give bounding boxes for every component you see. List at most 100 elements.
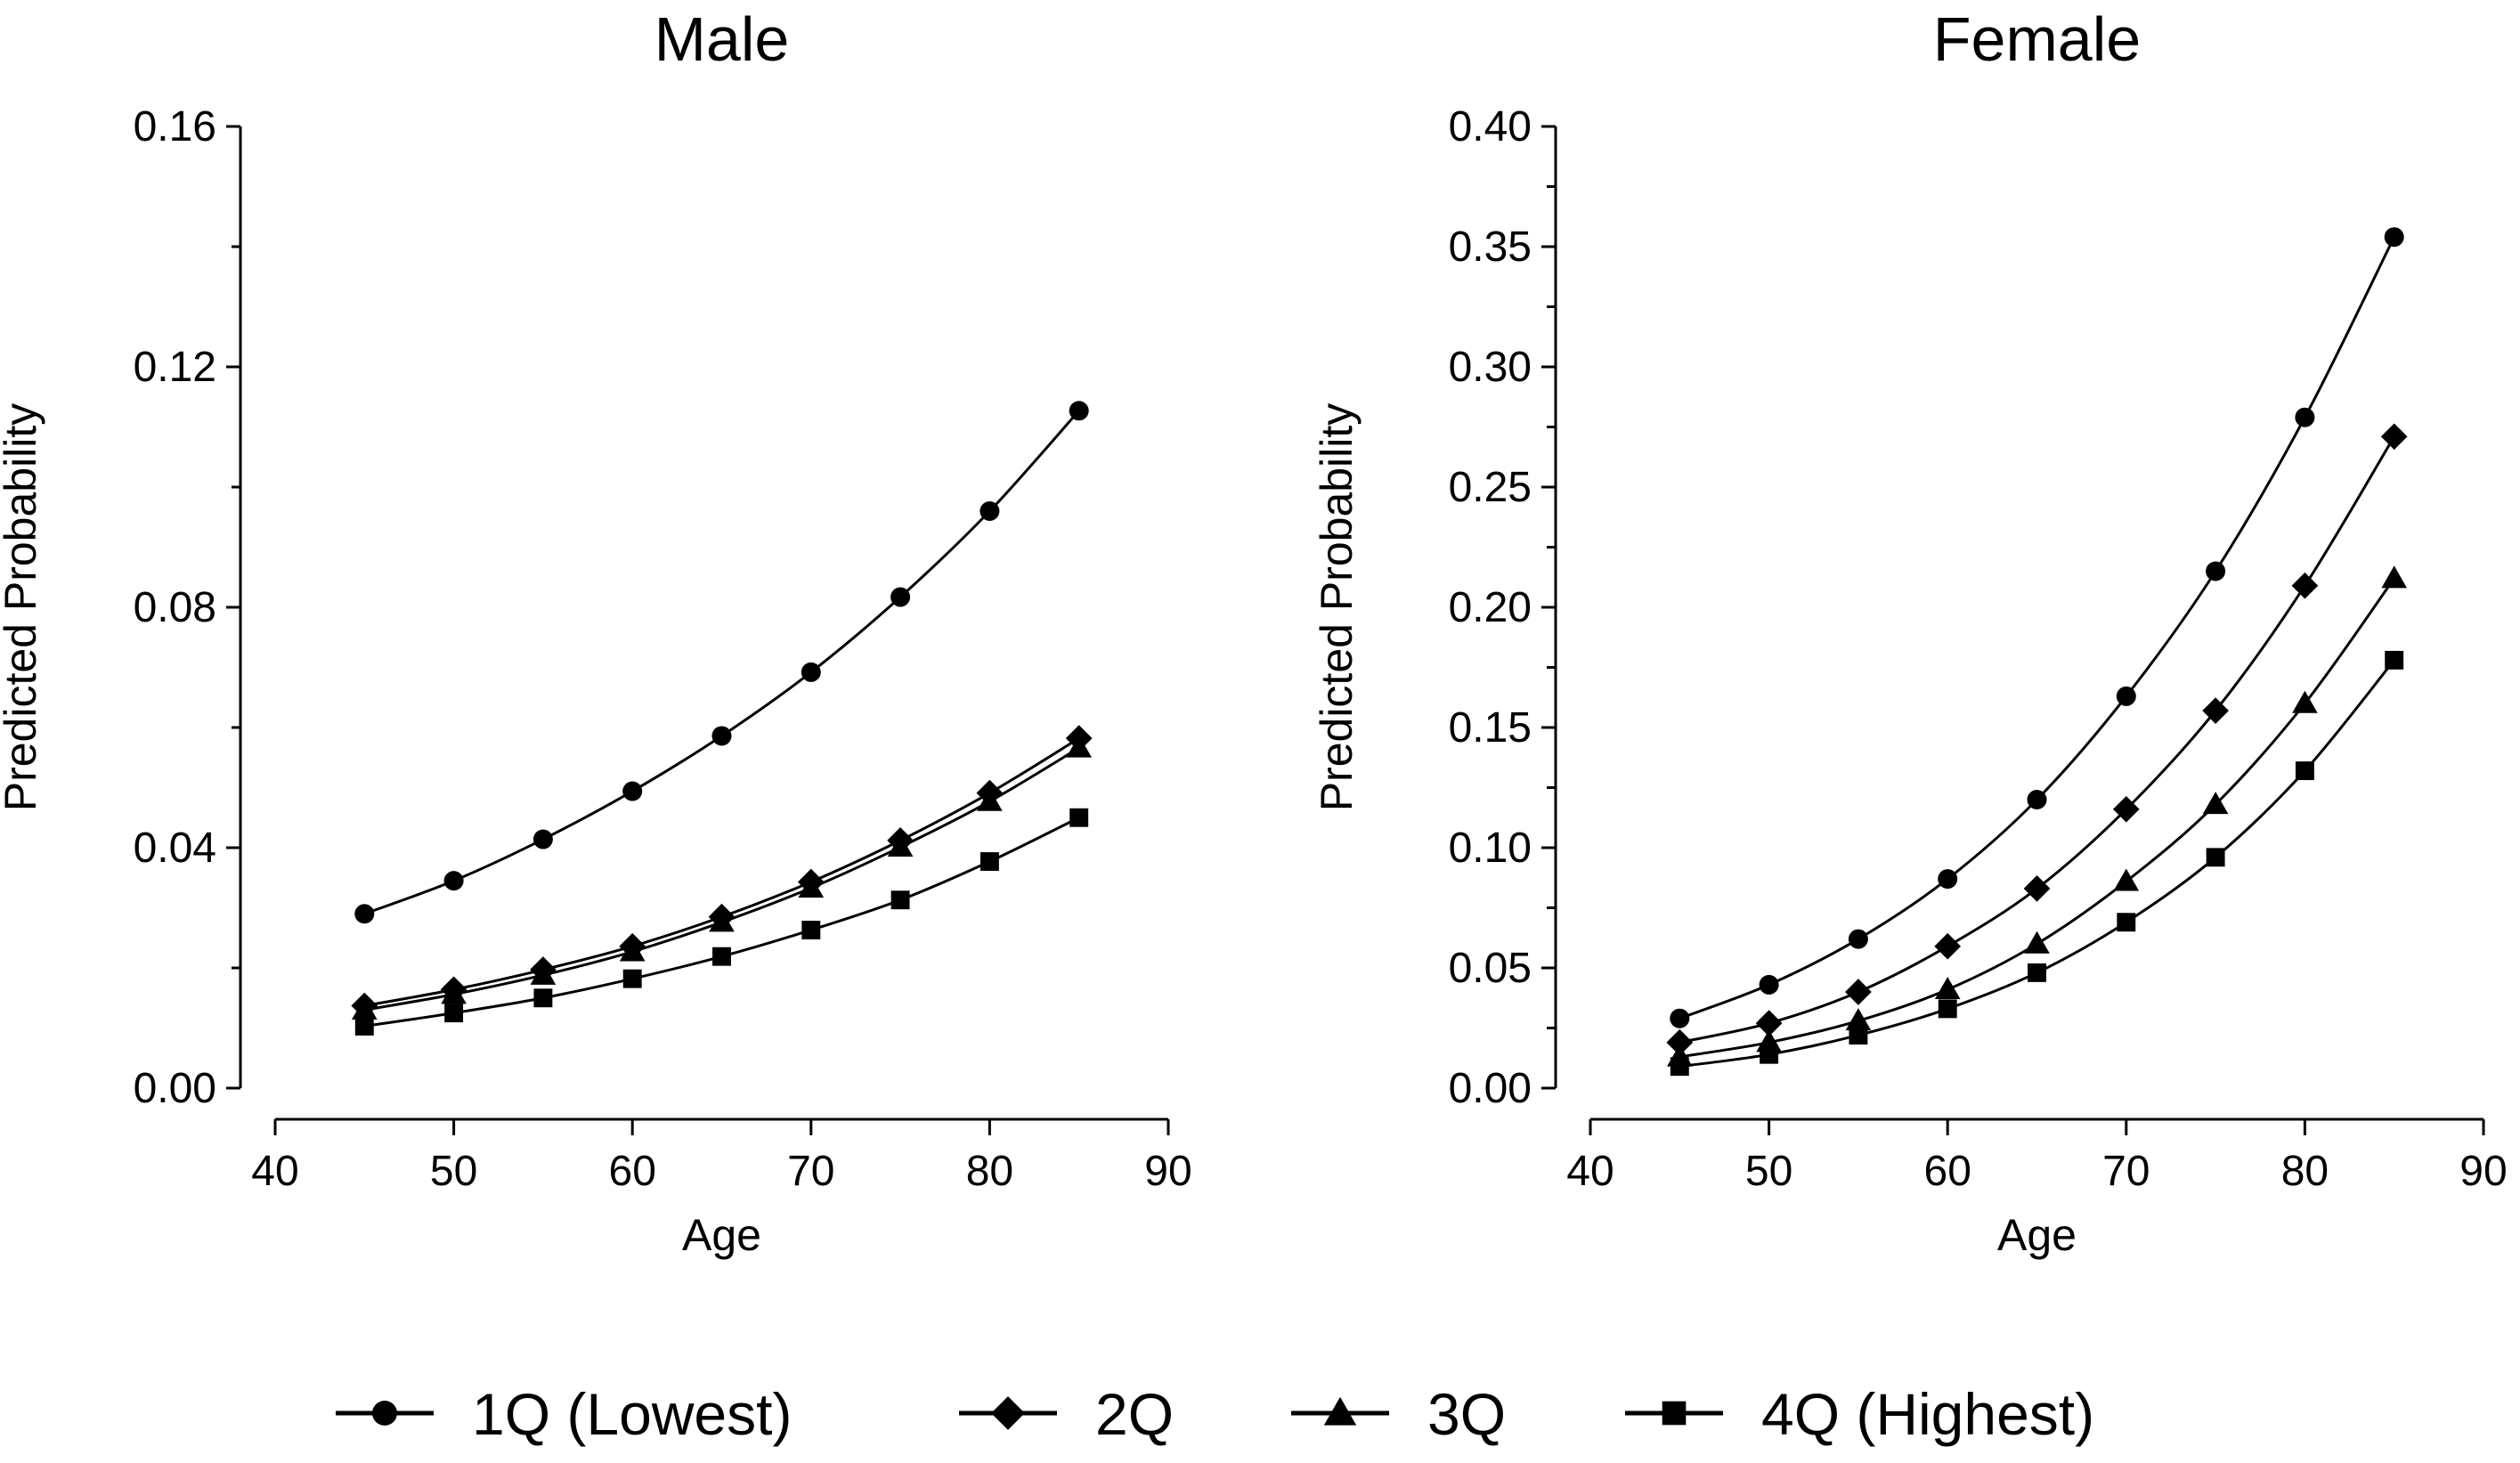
legend-label-4q-highest: 4Q (Highest)	[1761, 1381, 2094, 1447]
female-point-4q-highest	[1938, 999, 1957, 1019]
female-series-line-1q-lowest	[1679, 236, 2396, 1020]
female-point-2q	[2380, 423, 2408, 451]
female-y-tick-label: 0.15	[1449, 704, 1532, 752]
male-point-4q-highest	[354, 1017, 374, 1036]
male-point-1q-lowest	[622, 781, 643, 801]
female-series-line-2q	[1679, 435, 2395, 1044]
male-point-4q-highest	[712, 947, 731, 966]
male-point-3q	[1066, 735, 1092, 758]
male-point-1q-lowest	[801, 662, 821, 682]
male-y-tick-label: 0.16	[134, 103, 216, 150]
female-x-tick-label: 80	[2281, 1148, 2329, 1195]
legend-label-1q-lowest: 1Q (Lowest)	[472, 1381, 792, 1447]
male-point-1q-lowest	[980, 501, 1000, 521]
female-point-1q-lowest	[1848, 929, 1868, 949]
male-panel: Male 0.00 0.04 0.08 0.12 0.16 Predicted Probab…	[0, 4, 1192, 1260]
female-series-line-3q	[1679, 577, 2395, 1059]
male-point-3q	[709, 909, 735, 932]
male-y-tick-label: 0.12	[134, 344, 216, 391]
female-point-1q-lowest	[2116, 686, 2136, 706]
female-x-tick-label: 60	[1924, 1148, 1971, 1195]
male-point-4q-highest	[533, 988, 553, 1008]
legend-label-3q: 3Q	[1427, 1381, 1506, 1447]
female-point-4q-highest	[2385, 650, 2404, 670]
female-point-3q	[2292, 690, 2318, 713]
male-x-tick-label: 60	[609, 1148, 656, 1195]
male-point-4q-highest	[444, 1004, 464, 1023]
female-chart-title: Female	[1933, 4, 2141, 74]
male-point-3q	[887, 834, 914, 857]
female-y-tick-label: 0.20	[1449, 584, 1532, 631]
female-point-1q-lowest	[2384, 227, 2404, 248]
male-point-4q-highest	[622, 969, 642, 988]
female-point-1q-lowest	[2206, 561, 2226, 581]
female-x-tick-label: 40	[1566, 1148, 1614, 1195]
female-y-tick-label: 0.30	[1449, 344, 1532, 391]
female-point-4q-highest	[2028, 963, 2046, 982]
male-chart-title: Male	[654, 4, 790, 74]
female-point-3q	[1845, 1008, 1872, 1031]
female-point-1q-lowest	[1938, 869, 1958, 890]
male-x-tick-label: 50	[430, 1148, 477, 1195]
female-point-3q	[1934, 977, 1961, 1000]
female-point-1q-lowest	[2027, 790, 2047, 809]
female-point-1q-lowest	[2295, 407, 2315, 427]
male-series-line-1q-lowest	[363, 410, 1080, 915]
legend-marker-2q	[991, 1396, 1025, 1430]
female-point-2q	[1755, 1010, 1783, 1036]
male-point-3q	[441, 981, 467, 1004]
male-y-tick-label: 0.08	[134, 584, 216, 631]
legend-label-2q: 2Q	[1095, 1381, 1174, 1447]
female-point-3q	[2024, 931, 2050, 954]
female-y-tick-label: 0.00	[1449, 1065, 1532, 1112]
legend-marker-4q-highest	[1662, 1401, 1687, 1426]
female-point-4q-highest	[1760, 1044, 1779, 1064]
male-point-1q-lowest	[443, 871, 464, 891]
female-point-4q-highest	[2117, 913, 2136, 932]
female-point-2q	[1845, 979, 1872, 1005]
male-point-1q-lowest	[532, 829, 553, 849]
female-x-tick-label: 90	[2459, 1148, 2507, 1195]
female-x-tick-label: 70	[2102, 1148, 2150, 1195]
female-x-tick-label: 50	[1745, 1148, 1792, 1195]
male-y-tick-label: 0.00	[134, 1065, 216, 1112]
male-point-4q-highest	[980, 852, 999, 871]
female-point-2q	[2112, 795, 2140, 823]
male-y-tick-label: 0.04	[134, 825, 216, 872]
male-point-4q-highest	[890, 890, 910, 910]
male-x-tick-label: 70	[787, 1148, 834, 1195]
female-y-tick-label: 0.10	[1449, 825, 1532, 872]
female-series-line-4q-highest	[1679, 659, 2395, 1069]
male-x-axis-label: Age	[682, 1210, 761, 1260]
male-y-axis-label: Predicted Probability	[0, 403, 45, 812]
female-point-3q	[2113, 868, 2140, 891]
female-point-4q-highest	[1849, 1026, 1868, 1045]
female-point-2q	[2291, 572, 2319, 599]
male-point-4q-highest	[801, 921, 821, 939]
male-x-tick-label: 40	[251, 1148, 298, 1195]
male-point-3q	[530, 962, 557, 985]
male-point-3q	[977, 788, 1003, 811]
male-x-tick-label: 80	[966, 1148, 1013, 1195]
legend-marker-3q	[1323, 1396, 1357, 1426]
female-x-axis-label: Age	[1997, 1210, 2077, 1260]
female-point-2q	[2202, 697, 2229, 724]
female-point-1q-lowest	[1670, 1008, 1690, 1028]
female-y-tick-label: 0.35	[1449, 224, 1532, 271]
legend-marker-1q-lowest	[372, 1401, 397, 1426]
male-point-1q-lowest	[890, 587, 911, 607]
female-point-2q	[2023, 875, 2051, 902]
legend: 1Q (Lowest) 2Q 3Q 4Q (Highest)	[336, 1381, 2094, 1447]
male-x-tick-label: 90	[1144, 1148, 1191, 1195]
male-series-line-3q	[364, 746, 1080, 1012]
male-point-3q	[619, 939, 646, 962]
female-y-axis-label: Predicted Probability	[1312, 403, 1362, 812]
female-point-4q-highest	[2206, 848, 2225, 867]
female-y-tick-label: 0.25	[1449, 464, 1532, 511]
female-y-tick-label: 0.40	[1449, 103, 1532, 150]
male-point-1q-lowest	[354, 904, 375, 924]
female-point-2q	[1934, 932, 1962, 960]
female-point-4q-highest	[2295, 761, 2314, 781]
male-point-4q-highest	[1069, 808, 1089, 827]
